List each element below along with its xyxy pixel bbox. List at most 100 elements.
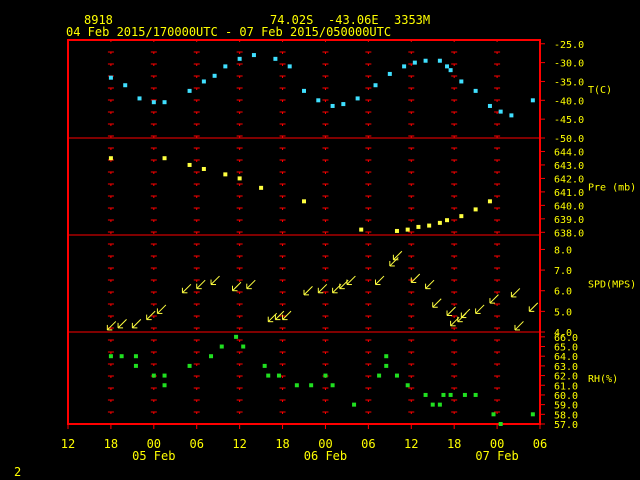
y-tick-label: 641.0 [554, 188, 584, 199]
temp-point [302, 88, 306, 93]
y-tick-label: 644.0 [554, 147, 584, 158]
wind-arrow [528, 302, 539, 312]
station-id: 8918 [84, 13, 113, 27]
temp-point [402, 64, 407, 69]
rh-point [219, 344, 224, 349]
rh-point [151, 373, 156, 378]
rh-point [462, 392, 467, 397]
y-tick-label: 60.0 [554, 391, 578, 402]
rh-point [430, 402, 435, 407]
y-tick-label: 65.0 [554, 343, 578, 354]
wind-arrow [510, 288, 521, 298]
panel-label: T(C) [588, 85, 612, 96]
y-tick-label: 7.0 [554, 266, 572, 277]
temp-point [287, 64, 292, 69]
y-tick-label: 8.0 [554, 245, 572, 256]
wind-arrow [303, 286, 313, 296]
rh-point [162, 383, 167, 388]
rh-point [437, 402, 442, 407]
pressure-point [187, 162, 192, 167]
temp-point [498, 109, 503, 114]
y-tick-label: 638.0 [554, 228, 584, 239]
rh-point [441, 392, 446, 397]
station-lon: -43.06E [328, 13, 379, 27]
wind-arrow [489, 294, 499, 304]
pressure-point [459, 214, 464, 219]
rh-point [187, 363, 192, 368]
temp-point [316, 98, 321, 103]
temp-point [373, 83, 378, 88]
temp-point [137, 96, 142, 101]
wind-arrow [392, 250, 403, 261]
x-tick-label: 00 [490, 437, 504, 451]
pressure-point [201, 166, 206, 171]
rh-point [473, 392, 478, 397]
temp-point [108, 75, 113, 80]
rh-point [394, 373, 399, 378]
wind-arrow [210, 275, 220, 286]
y-tick-label: 643.0 [554, 161, 584, 172]
pressure-point [473, 207, 478, 212]
panel-label: RH(%) [588, 374, 618, 385]
pressure-point [487, 199, 492, 204]
temp-point [437, 58, 442, 63]
x-tick-label: 12 [232, 437, 246, 451]
y-tick-label: 62.0 [554, 372, 578, 383]
wind-arrow [146, 310, 156, 321]
y-tick-label: -25.0 [554, 40, 584, 51]
panel-label: Pre (mb) [588, 183, 636, 194]
x-tick-label: 18 [447, 437, 461, 451]
rh-point [119, 354, 124, 359]
rh-point [491, 412, 496, 417]
temp-point [448, 68, 453, 73]
rh-point [133, 363, 138, 368]
wind-arrow [267, 312, 278, 323]
pressure-point [108, 156, 113, 161]
y-tick-label: 640.0 [554, 201, 584, 212]
rh-point [294, 383, 299, 388]
rh-point [448, 392, 453, 397]
temp-point [330, 103, 335, 108]
rh-point [266, 373, 271, 378]
station-elev: 3353M [394, 13, 431, 27]
x-tick-label: 12 [404, 437, 418, 451]
x-tick-label: 18 [275, 437, 289, 451]
pressure-point [427, 223, 432, 228]
day-label: 07 Feb [475, 449, 518, 463]
panel-label: SPD(MPS) [588, 280, 636, 291]
temp-point [387, 71, 392, 76]
y-tick-label: 66.0 [554, 333, 578, 344]
rh-point [352, 402, 357, 407]
rh-point [330, 383, 335, 388]
pressure-point [223, 172, 228, 177]
period-label: 04 Feb 2015/170000UTC - 07 Feb 2015/0500… [66, 25, 392, 39]
temp-point [201, 79, 206, 84]
y-tick-label: 58.0 [554, 410, 578, 421]
wind-arrow [425, 279, 435, 290]
rh-point [377, 373, 382, 378]
wind-arrow [410, 273, 421, 283]
x-tick-label: 00 [147, 437, 161, 451]
x-tick-label: 06 [190, 437, 204, 451]
temp-point [445, 64, 450, 69]
rh-point [323, 373, 328, 378]
x-tick-label: 06 [361, 437, 375, 451]
y-tick-label: -45.0 [554, 115, 584, 126]
temp-point [223, 64, 228, 69]
temp-point [487, 103, 492, 108]
rh-point [276, 373, 281, 378]
y-tick-label: 63.0 [554, 362, 578, 373]
day-label: 05 Feb [132, 449, 175, 463]
rh-point [234, 334, 239, 339]
temp-point [212, 73, 217, 78]
pressure-point [359, 227, 364, 232]
pressure-point [162, 156, 167, 161]
pressure-point [405, 227, 410, 232]
wind-arrow [246, 279, 256, 290]
temp-point [237, 56, 242, 61]
temp-point [412, 60, 417, 65]
temp-point [251, 53, 256, 58]
pressure-point [416, 224, 421, 229]
station-lat: 74.02S [270, 13, 314, 27]
